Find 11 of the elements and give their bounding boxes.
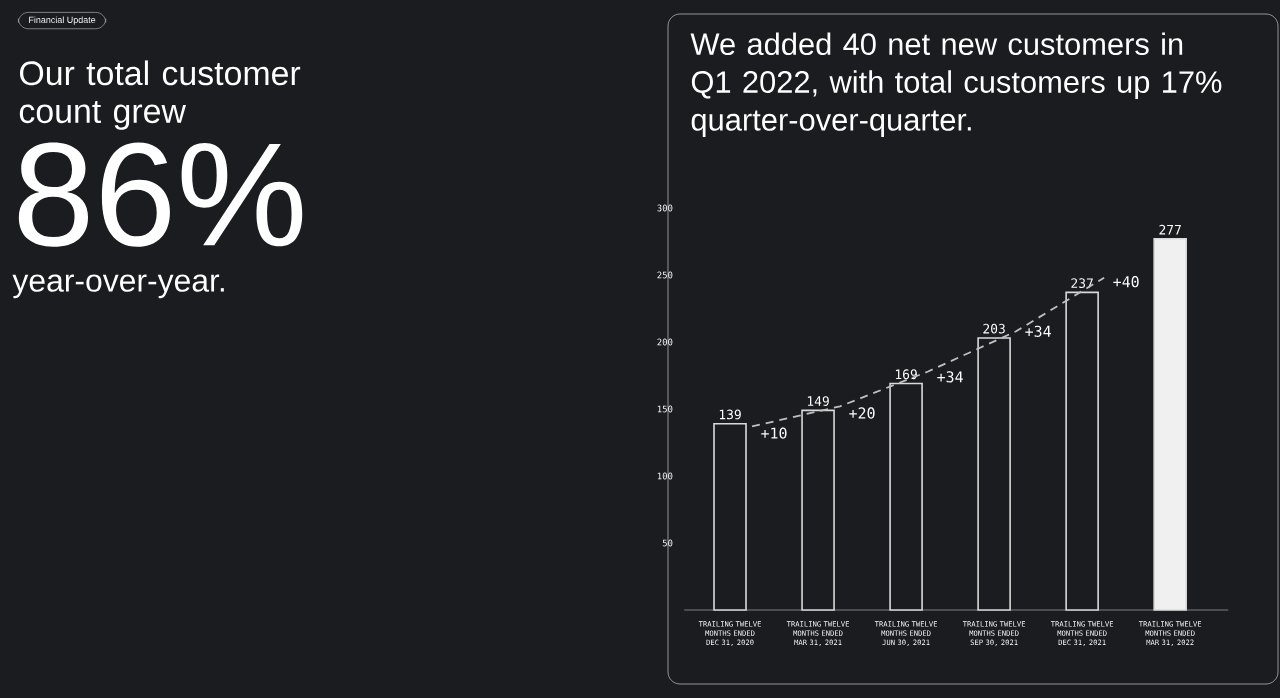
bar <box>977 337 1011 611</box>
bar <box>1065 291 1099 611</box>
bar <box>801 409 835 611</box>
text: year-over-year. <box>12 274 224 299</box>
line-series <box>751 276 1106 428</box>
text: 86% <box>18 142 303 247</box>
text: Our total customer count grew <box>19 60 301 130</box>
bar <box>713 422 747 611</box>
bar <box>1153 238 1187 611</box>
chart-title: We added 40 net new customers in Q1 2022, with total customers up 17% quarter-over-quarter. <box>690 32 1222 137</box>
bar <box>889 382 923 611</box>
